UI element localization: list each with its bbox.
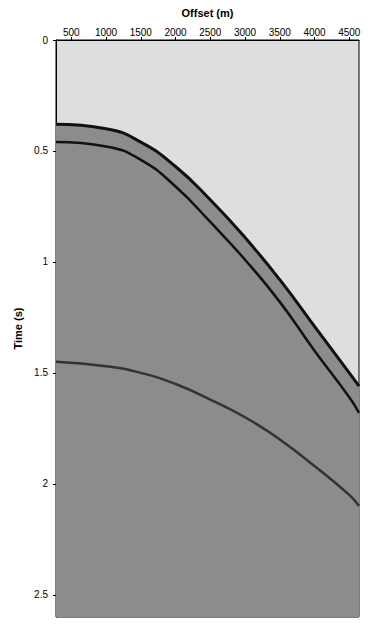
svg-text:4500: 4500	[338, 27, 361, 38]
svg-text:0: 0	[42, 35, 48, 46]
svg-text:2.5: 2.5	[34, 589, 48, 600]
svg-text:2: 2	[42, 478, 48, 489]
svg-text:2500: 2500	[199, 27, 222, 38]
svg-text:4000: 4000	[303, 27, 326, 38]
svg-text:1000: 1000	[95, 27, 118, 38]
svg-text:1.5: 1.5	[34, 367, 48, 378]
svg-text:3000: 3000	[234, 27, 257, 38]
svg-text:2000: 2000	[164, 27, 187, 38]
svg-text:3500: 3500	[269, 27, 292, 38]
svg-text:0.5: 0.5	[34, 145, 48, 156]
svg-text:1: 1	[42, 256, 48, 267]
svg-text:Time (s): Time (s)	[12, 307, 24, 349]
svg-text:1500: 1500	[130, 27, 153, 38]
svg-text:500: 500	[63, 27, 80, 38]
svg-text:Offset (m): Offset (m)	[182, 7, 234, 19]
